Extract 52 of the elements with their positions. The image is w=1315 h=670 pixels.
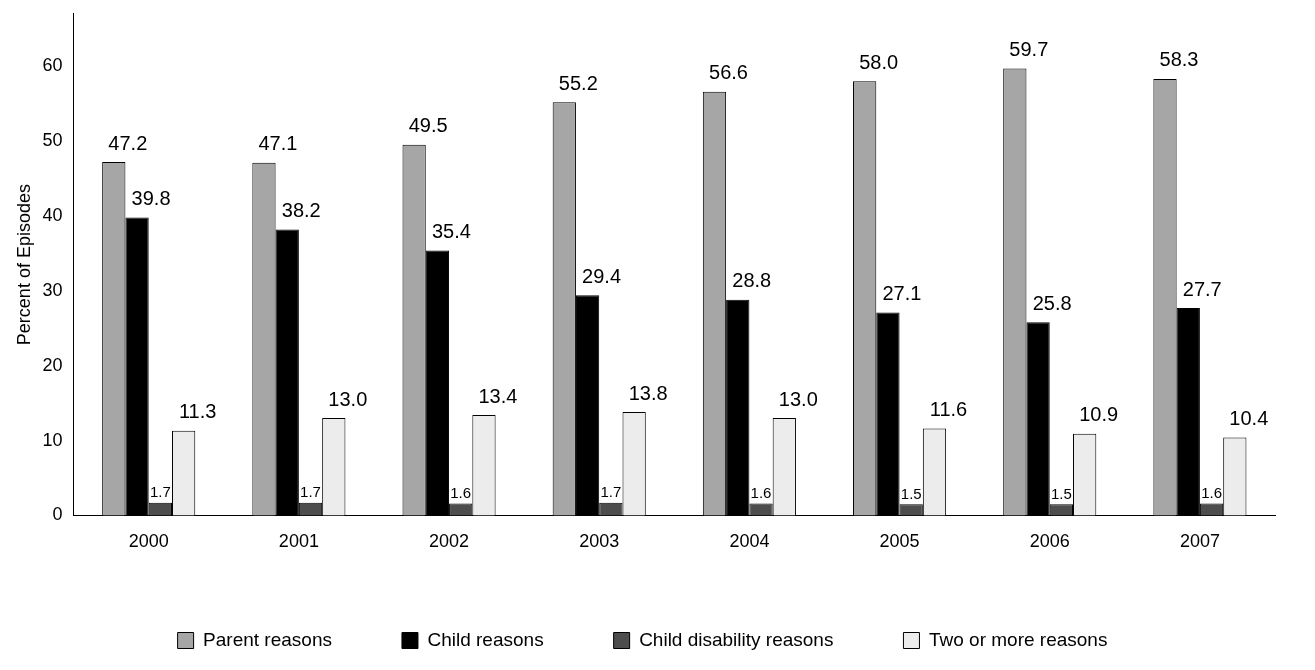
legend-label: Parent reasons [203, 628, 332, 650]
data-label: 11.3 [178, 400, 217, 423]
y-tick-label: 40 [42, 204, 63, 225]
data-label: 1.5 [1050, 484, 1072, 502]
data-label: 1.7 [300, 483, 321, 501]
y-tick-label: 10 [42, 429, 63, 450]
data-label: 25.8 [1032, 291, 1072, 314]
x-tick-label: 2002 [429, 531, 470, 552]
legend-label: Child reasons [427, 628, 544, 650]
legend-label: Child disability reasons [639, 628, 834, 650]
data-label: 10.4 [1229, 407, 1269, 430]
data-label: 1.7 [149, 483, 171, 501]
data-label: 29.4 [582, 264, 622, 287]
data-label: 35.4 [431, 219, 471, 242]
data-label: 13.8 [628, 381, 668, 404]
y-axis-title: Percent of Episodes [13, 184, 34, 346]
data-label: 1.6 [450, 484, 472, 502]
data-label: 27.7 [1182, 277, 1222, 300]
data-label: 39.8 [131, 186, 171, 209]
x-tick-label: 2005 [879, 531, 920, 552]
x-tick-label: 2004 [729, 531, 770, 552]
data-label: 11.6 [929, 398, 968, 421]
data-label: 58.3 [1159, 48, 1199, 71]
data-label: 49.5 [408, 114, 448, 137]
y-tick-label: 60 [42, 55, 63, 76]
data-label: 1.6 [1201, 484, 1222, 502]
x-tick-label: 2001 [278, 531, 319, 552]
legend-label: Two or more reasons [928, 628, 1108, 650]
data-label: 58.0 [859, 50, 899, 73]
y-tick-label: 0 [52, 504, 63, 525]
data-label: 27.1 [882, 282, 922, 305]
data-label: 13.4 [478, 384, 518, 407]
y-tick-label: 20 [42, 354, 63, 375]
data-label: 47.2 [108, 131, 148, 154]
data-label: 47.1 [258, 132, 298, 155]
y-tick-label: 50 [42, 130, 63, 151]
data-label: 59.7 [1009, 37, 1049, 60]
data-label: 38.2 [281, 198, 321, 221]
data-label: 1.6 [750, 484, 772, 502]
data-label: 13.0 [328, 387, 368, 410]
y-tick-label: 30 [42, 279, 63, 300]
x-tick-label: 2003 [579, 531, 620, 552]
data-label: 28.8 [732, 269, 772, 292]
x-tick-label: 2007 [1179, 531, 1220, 552]
data-label: 56.6 [709, 61, 748, 84]
data-label: 55.2 [558, 71, 598, 94]
x-tick-label: 2006 [1029, 531, 1070, 552]
data-label: 13.0 [778, 387, 818, 410]
data-label: 1.7 [600, 483, 622, 501]
data-label: 10.9 [1079, 403, 1119, 426]
x-tick-label: 2000 [128, 531, 169, 552]
data-label: 1.5 [900, 484, 922, 502]
